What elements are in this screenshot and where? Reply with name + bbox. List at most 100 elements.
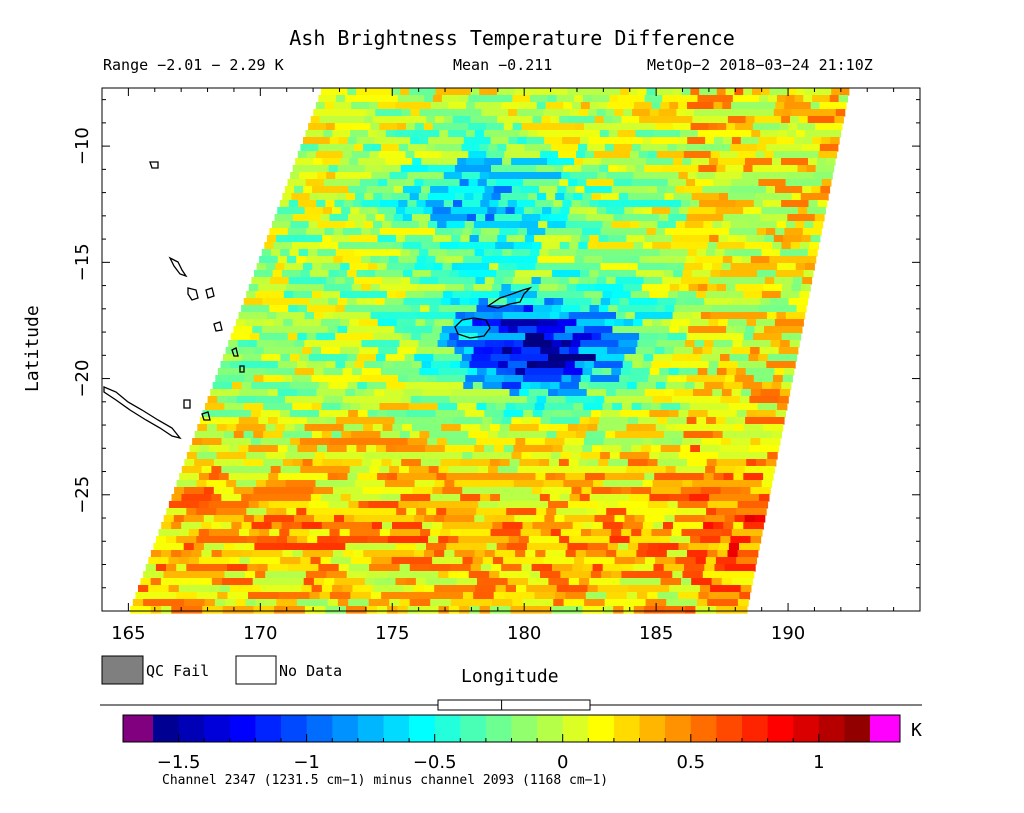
swath-pixel	[706, 459, 718, 467]
swath-pixel	[427, 312, 438, 320]
swath-pixel	[600, 298, 611, 306]
swath-pixel	[506, 235, 517, 243]
swath-pixel	[641, 361, 652, 369]
swath-pixel	[746, 319, 757, 327]
swath-pixel	[514, 592, 525, 600]
swath-pixel	[766, 361, 777, 369]
swath-pixel	[563, 599, 575, 607]
swath-pixel	[773, 326, 784, 334]
swath-pixel	[283, 578, 295, 586]
swath-pixel	[696, 599, 708, 607]
swath-pixel	[603, 480, 614, 488]
swath-pixel	[337, 536, 349, 544]
swath-pixel	[739, 543, 750, 551]
swath-pixel	[598, 200, 609, 208]
swath-pixel	[531, 151, 541, 159]
swath-pixel	[510, 529, 522, 537]
swath-pixel	[359, 466, 371, 474]
swath-pixel	[361, 256, 372, 264]
swath-pixel	[553, 137, 563, 145]
swath-pixel	[292, 375, 303, 383]
swath-pixel	[405, 235, 415, 243]
swath-pixel	[440, 529, 451, 537]
swath-pixel	[369, 529, 381, 537]
swath-pixel	[358, 263, 369, 271]
swath-pixel	[345, 480, 356, 488]
swath-pixel	[721, 529, 733, 537]
swath-pixel	[419, 137, 429, 145]
swath-pixel	[638, 543, 649, 551]
swath-pixel	[680, 319, 691, 327]
swath-pixel	[382, 249, 392, 257]
swath-pixel	[280, 557, 291, 565]
swath-pixel	[310, 557, 322, 565]
swath-pixel	[638, 585, 650, 593]
swath-pixel	[470, 326, 481, 334]
swath-pixel	[339, 529, 351, 537]
swath-pixel	[287, 333, 298, 341]
swath-pixel	[528, 354, 539, 362]
swath-pixel	[472, 557, 484, 565]
swath-pixel	[506, 172, 517, 180]
swath-pixel	[473, 193, 484, 201]
swath-pixel	[713, 179, 723, 187]
swath-pixel	[598, 235, 609, 243]
swath-pixel	[577, 424, 589, 432]
swath-pixel	[545, 228, 556, 236]
swath-pixel	[740, 347, 751, 355]
swath-pixel	[538, 578, 549, 586]
swath-pixel	[130, 606, 142, 614]
swath-pixel	[691, 578, 702, 586]
swath-pixel	[447, 340, 458, 348]
swath-pixel	[401, 305, 412, 313]
swath-pixel	[606, 242, 616, 250]
swath-pixel	[650, 249, 661, 257]
swath-pixel	[685, 606, 697, 614]
swath-pixel	[674, 473, 685, 481]
swath-pixel	[287, 389, 298, 397]
swath-pixel	[451, 235, 461, 243]
swath-pixel	[423, 354, 434, 362]
swath-pixel	[206, 452, 217, 460]
swath-pixel	[523, 445, 534, 453]
swath-pixel	[729, 592, 740, 600]
swath-pixel	[470, 263, 481, 271]
swath-pixel	[422, 326, 433, 334]
swath-pixel	[668, 543, 680, 551]
swath-pixel	[393, 550, 405, 558]
swath-pixel	[646, 305, 656, 313]
swath-pixel	[714, 172, 725, 180]
swath-pixel	[556, 256, 566, 264]
swath-pixel	[281, 585, 292, 593]
colorbar-segment	[383, 715, 410, 742]
swath-pixel	[795, 263, 806, 271]
swath-pixel	[155, 564, 167, 572]
swath-pixel	[525, 109, 536, 117]
swath-pixel	[666, 298, 677, 306]
swath-pixel	[211, 494, 222, 502]
swath-pixel	[344, 95, 355, 103]
swath-pixel	[695, 214, 706, 222]
swath-pixel	[675, 340, 686, 348]
swath-pixel	[573, 599, 585, 607]
swath-pixel	[652, 396, 663, 404]
swath-pixel	[316, 508, 327, 516]
swath-pixel	[389, 284, 400, 292]
swath-pixel	[231, 494, 242, 502]
swath-pixel	[219, 585, 231, 593]
swath-pixel	[469, 298, 480, 306]
swath-pixel	[750, 172, 761, 180]
swath-pixel	[393, 186, 404, 194]
swath-pixel	[768, 305, 779, 313]
swath-pixel	[385, 130, 396, 138]
swath-pixel	[302, 214, 312, 222]
swath-pixel	[770, 438, 781, 446]
swath-pixel	[557, 186, 567, 194]
swath-pixel	[294, 396, 305, 404]
swath-pixel	[333, 102, 343, 110]
swath-pixel	[508, 109, 518, 117]
swath-pixel	[471, 228, 482, 236]
swath-pixel	[656, 508, 667, 516]
swath-pixel	[446, 543, 457, 551]
swath-pixel	[408, 403, 419, 411]
